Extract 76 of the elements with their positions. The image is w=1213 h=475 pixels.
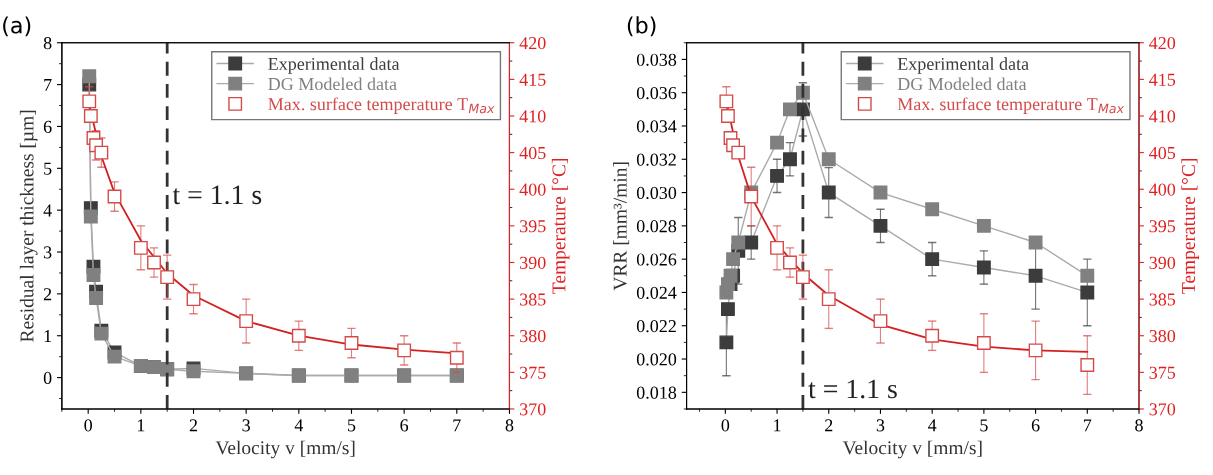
y2-tick-label: 380 (1149, 329, 1176, 343)
annotation: t = 1.1 s (808, 379, 897, 399)
x-tick-label: 2 (189, 419, 198, 432)
y-tick-label: 0.036 (636, 86, 677, 100)
y-tick-label: 0.020 (636, 353, 677, 366)
y2-tick-label: 395 (1149, 220, 1176, 233)
legend-label: Max. surface temperature T$_{Max}$ (897, 97, 1125, 114)
y2-tick-label: 385 (1149, 293, 1176, 306)
y-tick-label: 4 (43, 204, 52, 217)
legend-label: Experimental data (268, 57, 400, 74)
y-tick-label: 0.028 (636, 220, 677, 233)
y-tick-label: 2 (43, 288, 52, 301)
y-tick-label: 3 (43, 246, 52, 259)
x-tick-label: 6 (1031, 419, 1040, 432)
x-tick-label: 2 (825, 419, 833, 432)
y2-tick-label: 415 (519, 73, 546, 86)
x-tick-label: 3 (876, 419, 885, 432)
legend-label: DG Modeled data (897, 77, 1027, 91)
y2-tick-label: 410 (1149, 110, 1176, 123)
y2-tick-label: 375 (520, 366, 546, 379)
y2-tick-label: 375 (1149, 366, 1176, 379)
y2-tick-label: 390 (1149, 256, 1176, 269)
x-tick-label: 3 (242, 419, 250, 432)
y2-tick-label: 405 (519, 146, 546, 160)
y2-tick-label: 420 (1149, 37, 1176, 50)
y-tick-label: 6 (43, 120, 52, 133)
y-tick-label: 0.022 (636, 320, 676, 333)
y2-tick-label: 385 (520, 293, 546, 306)
y2-tick-label: 400 (1149, 183, 1176, 196)
text: (a) (3, 16, 31, 37)
y-axis-title: VRR [mm³/min] (613, 162, 630, 291)
x-tick-label: 1 (774, 419, 781, 432)
x-tick-label: 7 (453, 419, 461, 432)
x-tick-label: 7 (1083, 419, 1092, 432)
x-axis-title: Velocity v [mm/s] (842, 440, 982, 459)
x-tick-label: 8 (1135, 419, 1143, 432)
x-tick-label: 0 (84, 419, 93, 432)
y-tick-label: 8 (43, 37, 52, 50)
x-tick-label: 1 (137, 419, 145, 432)
x-tick-label: 5 (348, 419, 356, 432)
y-tick-label: 0.026 (636, 253, 677, 266)
y-tick-label: 0.024 (636, 286, 677, 299)
x-axis-title: Velocity v [mm/s] (215, 440, 355, 459)
y-tick-label: 7 (44, 79, 52, 91)
y-tick-label: 5 (44, 162, 52, 175)
legend-label: Max. surface temperature T$_{Max}$ (268, 97, 495, 114)
x-tick-label: 8 (505, 419, 514, 432)
y-tick-label: 0.018 (636, 386, 677, 399)
y2-tick-label: 400 (519, 183, 546, 196)
legend-label: DG Modeled data (268, 77, 397, 91)
y2-tick-label: 405 (1149, 146, 1176, 160)
y2-tick-label: 395 (520, 220, 546, 233)
y2-tick-label: 410 (519, 110, 546, 123)
y2-tick-label: 370 (1149, 403, 1176, 416)
y-axis-title: Residual layer thickness [µm] (19, 110, 38, 342)
x-tick-label: 4 (294, 419, 304, 432)
y-tick-label: 0.038 (636, 53, 677, 66)
y2-tick-label: 380 (520, 329, 546, 343)
text: (b) (627, 16, 656, 37)
x-tick-label: 5 (980, 419, 988, 432)
annotation: t = 1.1 s (172, 185, 262, 205)
legend-label: Experimental data (897, 57, 1029, 74)
y2-tick-label: 370 (520, 403, 546, 416)
y-tick-label: 1 (44, 330, 52, 342)
y-tick-label: 0 (43, 371, 52, 385)
y2-tick-label: 420 (519, 37, 546, 50)
y-tick-label: 0.034 (636, 120, 677, 133)
y2-axis-title: Temperature [°C] (551, 159, 570, 294)
y2-tick-label: 390 (520, 256, 546, 269)
y-tick-label: 0.030 (636, 186, 677, 200)
x-tick-label: 0 (721, 419, 730, 432)
y2-axis-title: Temperature [°C] (1181, 159, 1199, 294)
y2-tick-label: 415 (1149, 73, 1176, 86)
y-tick-label: 0.032 (636, 153, 676, 166)
x-tick-label: 4 (928, 419, 937, 432)
x-tick-label: 6 (400, 419, 409, 432)
